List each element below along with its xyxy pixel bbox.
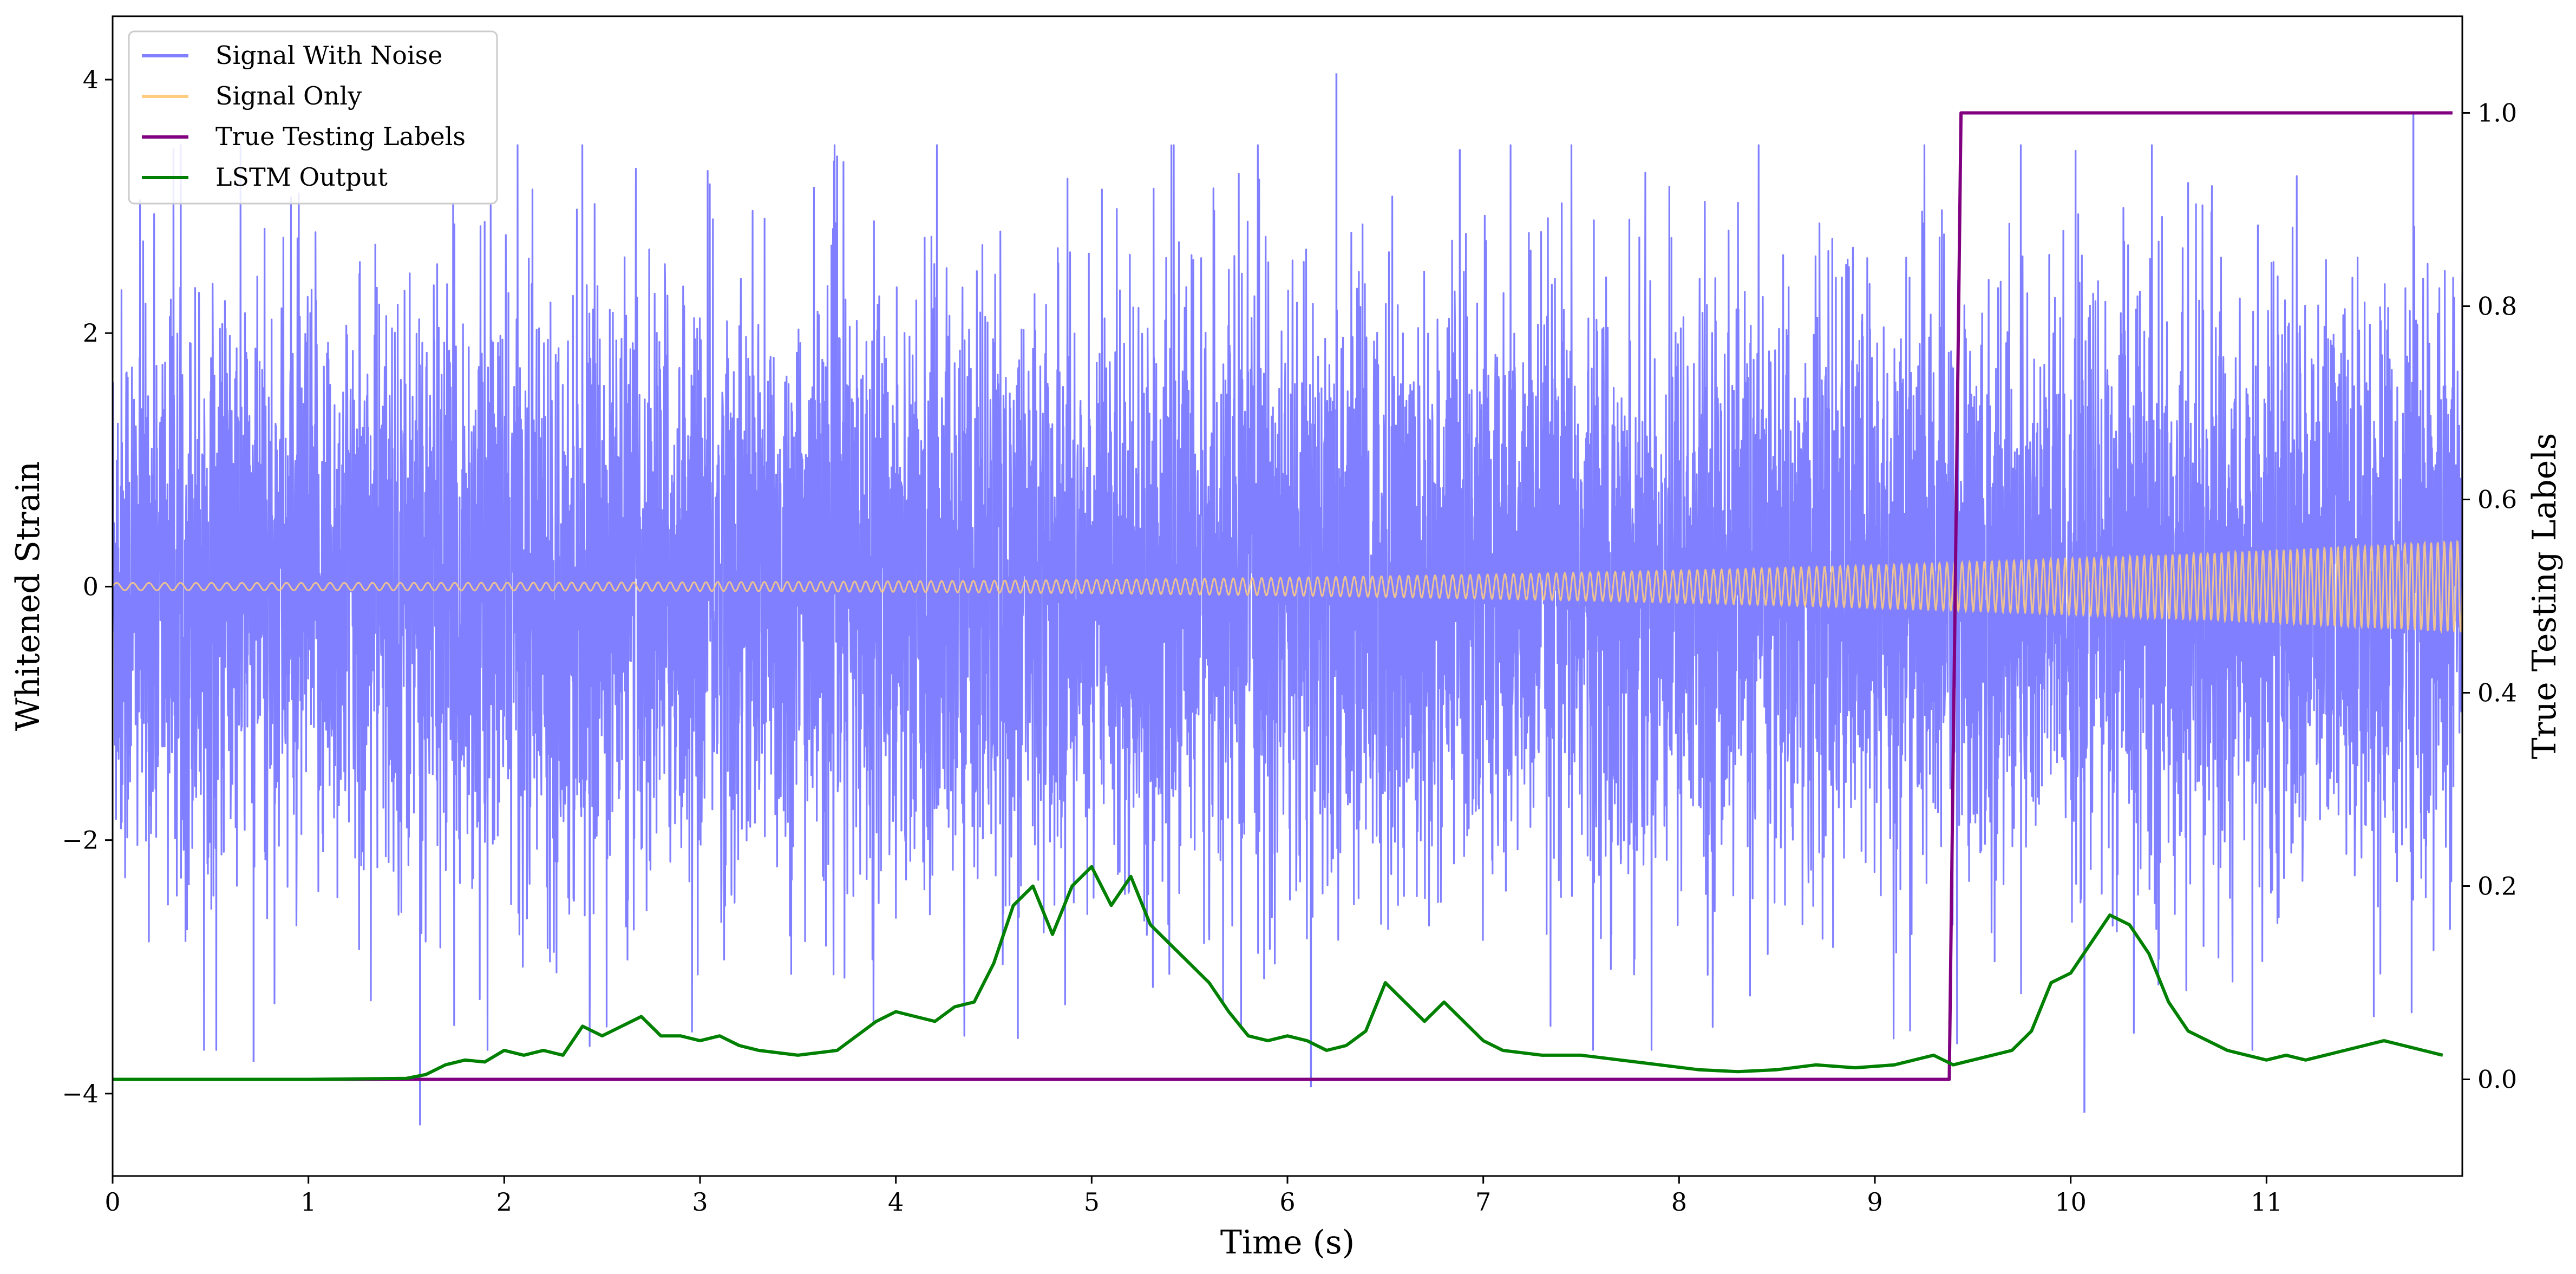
y-right-tick-label: 0.2	[2477, 872, 2517, 901]
x-axis: 0 1 2 3 4 5 6 7 8 9 10 11	[104, 1176, 2283, 1217]
lstm-output-line	[113, 865, 2443, 1081]
y-left-tick-label: −4	[62, 1079, 99, 1108]
y-left-tick-label: 0	[83, 572, 99, 601]
lstm-output-series	[113, 865, 2443, 1081]
x-tick-label: 6	[1279, 1187, 1295, 1217]
signal-with-noise-series	[113, 73, 2462, 1126]
legend-label: True Testing Labels	[215, 122, 466, 151]
legend-box	[128, 30, 498, 205]
x-tick-label: 9	[1867, 1187, 1882, 1217]
y-right-tick-label: 0.0	[2477, 1065, 2517, 1094]
legend-label: LSTM Output	[215, 162, 388, 192]
y-left-tick-label: 4	[83, 65, 99, 94]
x-tick-label: 5	[1084, 1187, 1100, 1217]
x-tick-label: 3	[692, 1187, 708, 1217]
legend: Signal With Noise Signal Only True Testing…	[128, 30, 498, 205]
x-tick-label: 1	[300, 1187, 316, 1217]
x-tick-label: 11	[2251, 1187, 2283, 1217]
true-testing-labels-line	[113, 111, 2453, 1081]
x-tick-label: 10	[2055, 1187, 2087, 1217]
signal-only-series	[113, 539, 2462, 634]
y-right-tick-label: 0.6	[2477, 485, 2517, 514]
y-right-tick-label: 1.0	[2477, 99, 2517, 128]
y-axis-right: 0.0 0.2 0.4 0.6 0.8 1.0	[2462, 99, 2517, 1094]
y-right-tick-label: 0.8	[2477, 292, 2517, 321]
legend-label: Signal Only	[215, 81, 362, 110]
y-axis-left-label: Whitened Strain	[9, 461, 47, 731]
x-tick-label: 0	[104, 1187, 120, 1217]
y-left-tick-label: 2	[83, 318, 99, 348]
y-right-tick-label: 0.4	[2477, 678, 2517, 708]
x-tick-label: 7	[1475, 1187, 1491, 1217]
y-axis-right-label: True Testing Labels	[2526, 433, 2564, 760]
signal-only-line	[113, 539, 2462, 634]
true-testing-labels-series	[113, 111, 2453, 1081]
x-tick-label: 4	[888, 1187, 904, 1217]
y-axis-left: −4 −2 0 2 4	[62, 65, 113, 1108]
legend-label: Signal With Noise	[215, 41, 442, 70]
x-axis-label: Time (s)	[1220, 1224, 1355, 1262]
y-left-tick-label: −2	[62, 826, 99, 855]
signal-with-noise-line	[113, 144, 2462, 1051]
x-tick-label: 2	[496, 1187, 512, 1217]
x-tick-label: 8	[1671, 1187, 1687, 1217]
